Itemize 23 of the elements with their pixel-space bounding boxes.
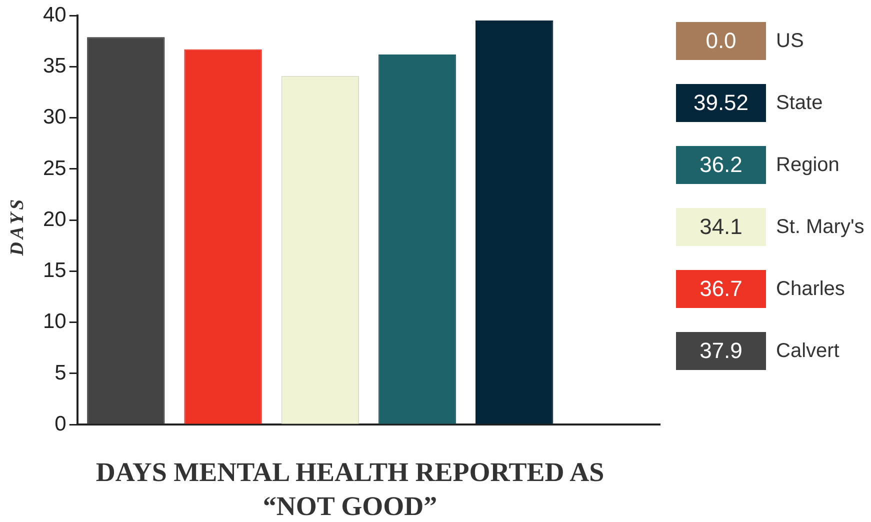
text: 0.0 bbox=[676, 22, 766, 60]
y-tick-label: 10 bbox=[43, 310, 66, 334]
y-tick-label: 15 bbox=[43, 259, 66, 282]
y-tick-label: 35 bbox=[43, 54, 66, 78]
text: 37.9 bbox=[676, 332, 766, 370]
y-tick-label: 30 bbox=[43, 106, 66, 129]
y-tick-label: 25 bbox=[43, 156, 66, 180]
y-tick-label: 5 bbox=[54, 361, 66, 384]
text: 34.1 bbox=[676, 208, 766, 246]
legend-label: US bbox=[776, 30, 804, 52]
y-tick-label: 20 bbox=[43, 208, 66, 231]
text: 36.7 bbox=[676, 270, 766, 308]
text: 36.2 bbox=[676, 146, 766, 184]
legend-label: Charles bbox=[776, 278, 845, 300]
legend-label: Region bbox=[776, 154, 840, 176]
y-tick-label: 40 bbox=[43, 3, 66, 26]
legend-label: Calvert bbox=[776, 340, 840, 362]
y-axis-title: DAYS bbox=[7, 195, 29, 258]
text: 39.52 bbox=[676, 84, 766, 122]
x-axis-title: DAYS MENTAL HEALTH REPORTED AS “NOT GOOD” bbox=[94, 456, 606, 522]
legend-label: St. Mary's bbox=[776, 216, 864, 238]
y-tick-label: 0 bbox=[54, 412, 66, 436]
legend-label: State bbox=[776, 92, 823, 114]
